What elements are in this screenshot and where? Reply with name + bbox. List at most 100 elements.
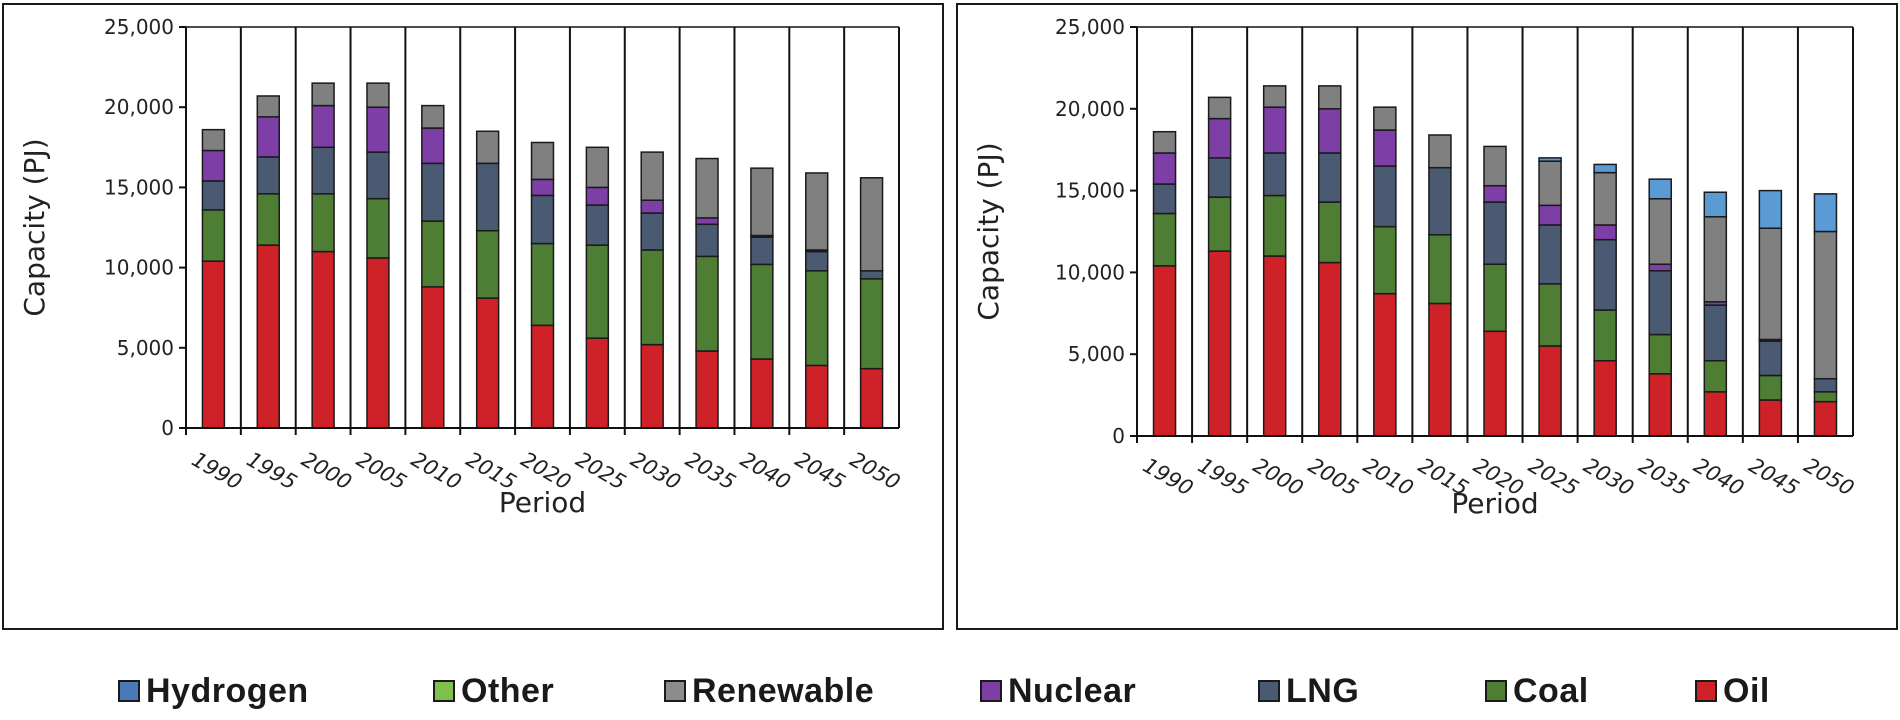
- legend: Hydrogen Other Renewable Nuclear LNG Coa…: [0, 668, 1900, 714]
- bar-left-lng-2040: [750, 236, 774, 266]
- x-tick-label-left-2010: 2010: [407, 447, 465, 495]
- bar-right-lng-2050: [1813, 377, 1838, 393]
- bar-left-lng-2045: [805, 250, 829, 272]
- legend-item-nuclear: Nuclear: [980, 668, 1136, 714]
- x-tick-label-right-2045: 2045: [1745, 453, 1803, 501]
- bar-left-nuclear-2020: [530, 178, 555, 197]
- bar-left-oil-2020: [530, 324, 555, 429]
- legend-swatch-renewable: [664, 680, 686, 702]
- bar-stack-left-2005: [366, 82, 390, 429]
- x-tick-label-right-2010: 2010: [1359, 453, 1417, 501]
- x-tick-label-left-2030: 2030: [627, 447, 685, 495]
- bar-right-hydrogen-2040: [1703, 191, 1728, 218]
- bar-left-renewable-2020: [530, 141, 555, 181]
- bar-stack-right-2050: [1813, 193, 1838, 437]
- y-tick-label-left-5000: 5,000: [117, 336, 174, 360]
- bar-right-lng-1995: [1207, 157, 1232, 198]
- y-tick-label-left-0: 0: [161, 416, 174, 440]
- bar-right-hydrogen-2025: [1538, 157, 1562, 162]
- chart-panel-right: 0 5,000 10,000 15,000 20,000 25,000 1990 1995 20…: [956, 3, 1898, 630]
- bar-right-renewable-2050: [1813, 230, 1838, 380]
- x-tick-label-left-2040: 2040: [736, 447, 794, 495]
- y-tick-label-right-5000: 5,000: [1068, 342, 1125, 366]
- bar-right-renewable-2045: [1758, 227, 1783, 341]
- y-axis-title-right: Capacity (PJ): [972, 142, 1005, 320]
- bar-left-renewable-2040: [750, 167, 774, 237]
- y-tick-label-right-0: 0: [1112, 424, 1125, 448]
- bar-stack-left-2020: [530, 141, 555, 429]
- bar-stack-right-2005: [1318, 85, 1342, 437]
- bar-right-renewable-2000: [1262, 85, 1287, 108]
- bar-right-coal-2010: [1373, 225, 1397, 295]
- legend-item-renewable: Renewable: [664, 668, 874, 714]
- bar-right-renewable-2035: [1648, 198, 1672, 265]
- bar-left-renewable-2045: [805, 172, 829, 251]
- bar-left-lng-2005: [366, 151, 390, 200]
- bar-right-oil-2005: [1318, 261, 1342, 437]
- y-tick-label-left-20000: 20,000: [104, 95, 174, 119]
- bar-left-lng-2030: [640, 212, 664, 251]
- x-axis-title-right: Period: [1451, 487, 1538, 520]
- legend-item-hydrogen: Hydrogen: [118, 668, 309, 714]
- bar-stack-right-1990: [1152, 130, 1177, 437]
- bar-right-renewable-2040: [1703, 216, 1728, 303]
- x-tick-label-right-2000: 2000: [1249, 453, 1307, 501]
- x-tick-label-left-2050: 2050: [846, 447, 904, 495]
- bar-stack-left-2035: [695, 157, 719, 429]
- bar-right-oil-2035: [1648, 373, 1672, 437]
- bar-left-renewable-2050: [859, 177, 884, 272]
- bar-right-oil-2050: [1813, 400, 1838, 437]
- bar-left-nuclear-2030: [640, 199, 664, 214]
- y-tick-label-left-10000: 10,000: [104, 256, 174, 280]
- bar-left-renewable-2000: [311, 82, 335, 107]
- y-tick-label-left-25000: 25,000: [104, 15, 174, 39]
- bar-right-nuclear-2000: [1262, 106, 1287, 154]
- legend-item-lng: LNG: [1258, 668, 1359, 714]
- bar-right-nuclear-2005: [1318, 108, 1342, 154]
- bar-left-coal-2020: [530, 242, 555, 327]
- bar-right-renewable-2010: [1373, 106, 1397, 131]
- bar-right-lng-2025: [1538, 224, 1562, 285]
- bar-left-oil-2010: [421, 286, 445, 429]
- x-tick-label-left-2035: 2035: [681, 447, 739, 495]
- bar-left-coal-2025: [585, 244, 610, 339]
- bar-stack-left-2045: [805, 172, 829, 429]
- bar-left-oil-1990: [201, 260, 226, 429]
- bar-left-oil-2045: [805, 364, 829, 429]
- x-tick-label-left-2005: 2005: [352, 447, 410, 495]
- bar-right-lng-2035: [1648, 270, 1672, 336]
- chart-panel-left: 0 5,000 10,000 15,000 20,000 25,000 1990 1995 20…: [2, 3, 944, 630]
- bar-right-coal-1995: [1207, 196, 1232, 252]
- bar-right-coal-2015: [1428, 234, 1452, 305]
- bar-right-oil-2040: [1703, 391, 1728, 437]
- bar-right-hydrogen-2030: [1593, 163, 1617, 174]
- bar-right-coal-2005: [1318, 201, 1342, 264]
- bar-stack-right-2025: [1538, 157, 1562, 437]
- bar-right-coal-2035: [1648, 333, 1672, 375]
- x-tick-label-right-1990: 1990: [1139, 453, 1197, 501]
- bar-right-hydrogen-2045: [1758, 189, 1783, 229]
- legend-swatch-oil: [1695, 680, 1717, 702]
- bar-left-lng-2020: [530, 194, 555, 245]
- bar-left-nuclear-1990: [201, 149, 226, 182]
- bar-right-renewable-2005: [1318, 85, 1342, 110]
- legend-label-coal: Coal: [1513, 671, 1589, 710]
- bar-right-nuclear-1990: [1152, 152, 1177, 185]
- chart-right-svg: 05,00010,00015,00020,00025,0001990199520…: [972, 15, 1858, 520]
- bar-right-lng-2045: [1758, 340, 1783, 377]
- x-tick-label-left-1990: 1990: [188, 447, 246, 495]
- x-tick-label-left-1995: 1995: [243, 447, 301, 495]
- bar-left-oil-2040: [750, 358, 774, 429]
- bar-right-renewable-2015: [1428, 134, 1452, 169]
- bar-left-coal-2005: [366, 197, 390, 259]
- bar-right-lng-2010: [1373, 165, 1397, 228]
- bar-left-renewable-2015: [475, 130, 500, 165]
- bar-right-renewable-1990: [1152, 130, 1177, 154]
- legend-label-nuclear: Nuclear: [1008, 671, 1137, 710]
- bar-right-oil-2030: [1593, 359, 1617, 437]
- bar-stack-right-2010: [1373, 106, 1397, 437]
- bar-stack-right-1995: [1207, 96, 1232, 437]
- bar-left-oil-2050: [859, 367, 884, 429]
- bar-stack-right-2035: [1648, 178, 1672, 437]
- y-tick-label-right-25000: 25,000: [1055, 15, 1125, 39]
